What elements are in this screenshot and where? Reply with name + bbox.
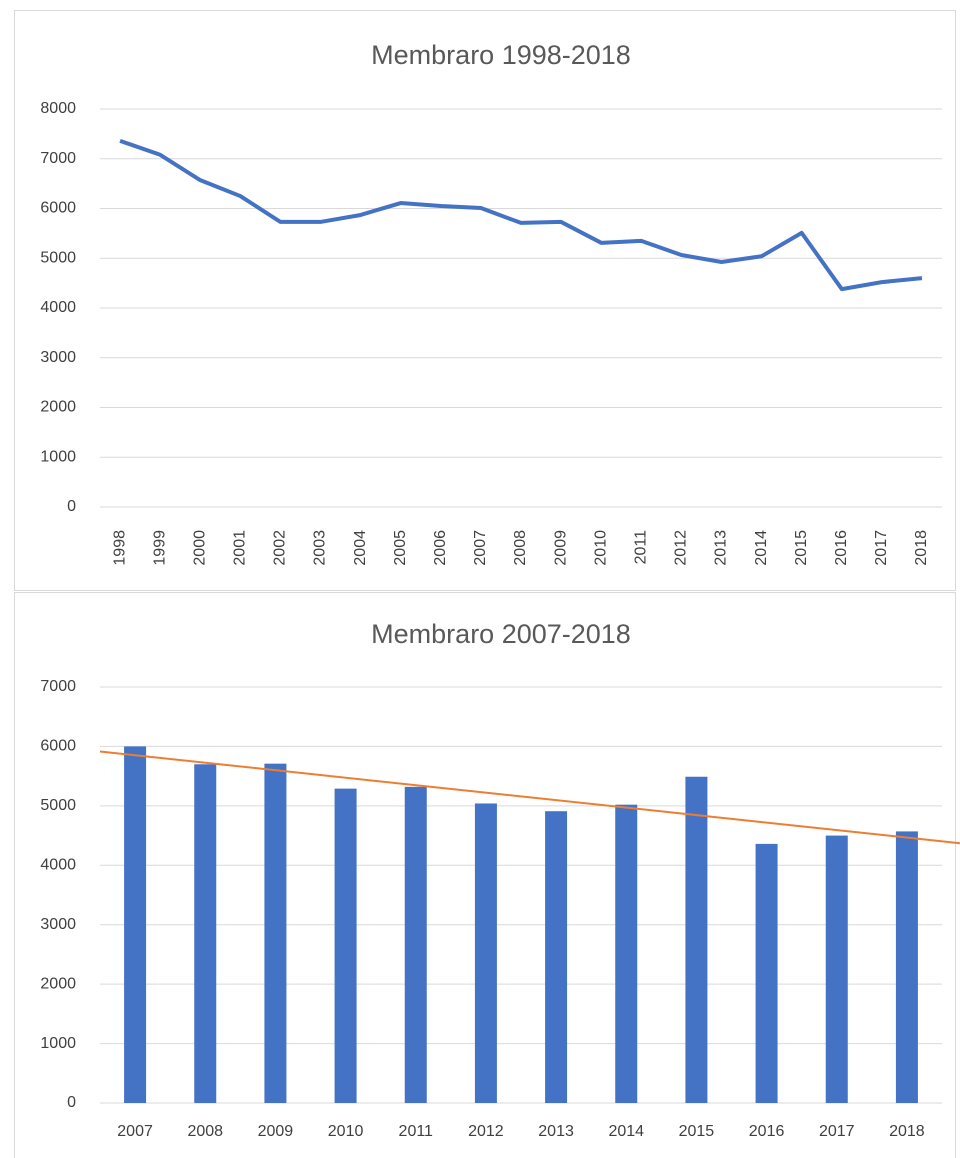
bar bbox=[194, 764, 217, 1103]
x-tick-label: 2003 bbox=[312, 530, 329, 566]
y-tick-label: 7000 bbox=[40, 150, 76, 167]
data-line bbox=[119, 138, 923, 292]
bar bbox=[685, 776, 708, 1103]
y-tick-label: 0 bbox=[67, 498, 76, 515]
trendline bbox=[99, 750, 960, 845]
chart-title: Membraro 1998-2018 bbox=[371, 40, 631, 70]
y-tick-label: 1000 bbox=[40, 448, 76, 465]
x-tick-label: 2011 bbox=[399, 1123, 434, 1140]
x-tick-label: 2009 bbox=[552, 530, 569, 566]
x-tick-label: 2013 bbox=[713, 530, 730, 566]
x-tick-label: 2012 bbox=[468, 1123, 504, 1140]
y-tick-label: 3000 bbox=[40, 349, 76, 366]
y-tick-label: 3000 bbox=[40, 916, 76, 933]
bar bbox=[615, 804, 638, 1103]
y-tick-label: 2000 bbox=[40, 399, 76, 416]
y-tick-label: 7000 bbox=[40, 678, 76, 695]
y-tick-label: 2000 bbox=[40, 975, 76, 992]
x-tick-label: 2018 bbox=[913, 530, 930, 566]
bar bbox=[474, 803, 497, 1103]
x-tick-label: 2015 bbox=[679, 1123, 715, 1140]
x-tick-label: 2015 bbox=[793, 530, 810, 566]
x-tick-label: 2010 bbox=[592, 530, 609, 566]
chart-frame bbox=[14, 10, 956, 591]
y-tick-label: 0 bbox=[67, 1094, 76, 1111]
bar bbox=[404, 786, 427, 1103]
x-tick-label: 2008 bbox=[187, 1123, 223, 1140]
x-tick-label: 2013 bbox=[538, 1123, 574, 1140]
x-tick-label: 2011 bbox=[633, 530, 650, 565]
y-tick-label: 6000 bbox=[40, 200, 76, 217]
y-tick-label: 6000 bbox=[40, 738, 76, 755]
y-tick-label: 5000 bbox=[40, 797, 76, 814]
bar bbox=[124, 746, 147, 1103]
x-tick-label: 2016 bbox=[749, 1123, 785, 1140]
x-tick-label: 2010 bbox=[328, 1123, 364, 1140]
x-tick-label: 1999 bbox=[151, 530, 168, 566]
x-tick-label: 2017 bbox=[873, 530, 890, 566]
bar bbox=[755, 843, 778, 1103]
bar bbox=[825, 835, 848, 1103]
bar bbox=[545, 811, 568, 1103]
x-tick-label: 2007 bbox=[472, 530, 489, 566]
bar bbox=[334, 788, 357, 1103]
x-tick-label: 2008 bbox=[512, 530, 529, 566]
x-tick-label: 2012 bbox=[673, 530, 690, 566]
x-tick-label: 2018 bbox=[889, 1123, 925, 1140]
x-tick-label: 2002 bbox=[272, 530, 289, 566]
y-tick-label: 8000 bbox=[40, 100, 76, 117]
x-tick-label: 2004 bbox=[352, 530, 369, 566]
x-tick-label: 2000 bbox=[191, 530, 208, 566]
x-tick-label: 2007 bbox=[117, 1123, 153, 1140]
x-tick-label: 2014 bbox=[753, 530, 770, 566]
y-tick-label: 1000 bbox=[40, 1035, 76, 1052]
x-tick-label: 2017 bbox=[819, 1123, 855, 1140]
y-tick-label: 5000 bbox=[40, 249, 76, 266]
x-tick-label: 2006 bbox=[432, 530, 449, 566]
chart-frame bbox=[14, 592, 956, 1158]
y-tick-label: 4000 bbox=[40, 857, 76, 874]
chart-title: Membraro 2007-2018 bbox=[371, 619, 631, 649]
x-tick-label: 2016 bbox=[833, 530, 850, 566]
x-tick-label: 2014 bbox=[608, 1123, 644, 1140]
y-tick-label: 4000 bbox=[40, 299, 76, 316]
x-tick-label: 2009 bbox=[258, 1123, 294, 1140]
x-tick-label: 2005 bbox=[392, 530, 409, 566]
bar bbox=[895, 831, 918, 1103]
bar bbox=[264, 763, 287, 1103]
x-tick-label: 1998 bbox=[111, 530, 128, 566]
x-tick-label: 2001 bbox=[232, 530, 249, 566]
